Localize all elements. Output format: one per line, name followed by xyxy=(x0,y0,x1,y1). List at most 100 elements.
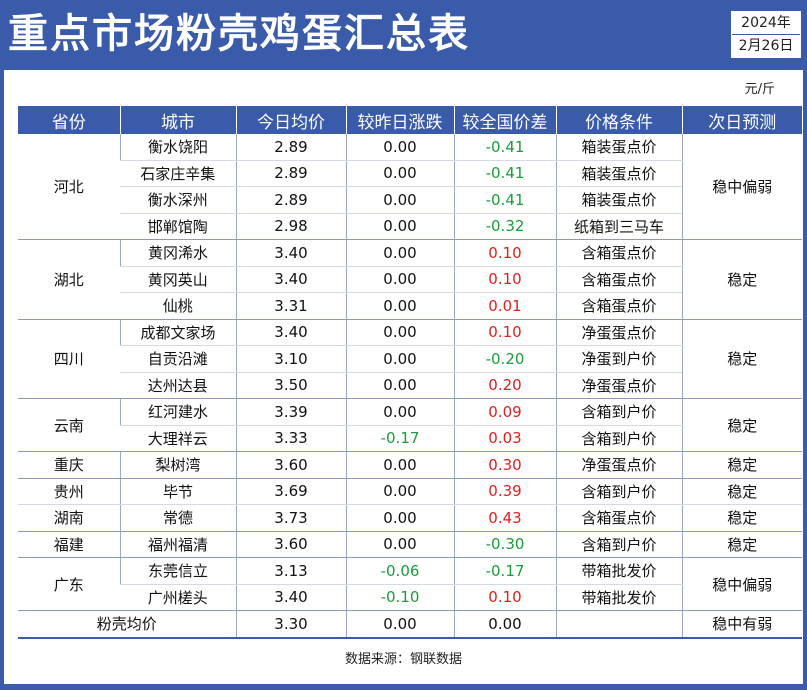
price-cell: 3.10 xyxy=(235,345,346,373)
change-cell: 0.00 xyxy=(345,478,454,505)
forecast-cell: 稳定 xyxy=(681,451,802,479)
table-row: 邯郸馆陶 2.98 0.00 -0.32 纸箱到三马车 xyxy=(18,213,802,240)
table-row: 河北 衡水饶阳 2.89 0.00 -0.41 箱装蛋点价 稳中偏弱 xyxy=(18,134,802,240)
city-cell: 广州槎头 xyxy=(120,584,236,611)
summary-label: 粉壳均价 xyxy=(18,610,236,639)
page-title: 重点市场粉壳鸡蛋汇总表 xyxy=(8,11,470,57)
col-header-province: 省份 xyxy=(18,106,120,134)
city-cell: 黄冈浠水 xyxy=(119,239,236,267)
summary-change: 0.00 xyxy=(345,610,454,639)
change-cell: 0.00 xyxy=(345,372,454,399)
table-row: 湖南 常德 3.73 0.00 0.43 含箱蛋点价 稳定 xyxy=(18,504,802,532)
change-cell: 0.00 xyxy=(345,186,454,214)
change-cell: 0.00 xyxy=(345,319,454,346)
diff-cell: 0.10 xyxy=(453,584,556,611)
table-row: 广州槎头 3.40 -0.10 0.10 带箱批发价 xyxy=(18,584,802,611)
condition-cell: 净蛋蛋点价 xyxy=(555,372,682,399)
condition-cell: 含箱蛋点价 xyxy=(555,239,682,267)
diff-cell: 0.20 xyxy=(453,372,556,399)
table-row: 广东 东莞信立 3.13 -0.06 -0.17 带箱批发价 稳中偏弱 xyxy=(18,557,802,611)
diff-cell: 0.43 xyxy=(453,504,556,532)
table-row: 石家庄辛集 2.89 0.00 -0.41 箱装蛋点价 xyxy=(18,160,802,187)
unit-label: 元/斤 xyxy=(744,82,775,97)
table-row: 重庆 梨树湾 3.60 0.00 0.30 净蛋蛋点价 稳定 xyxy=(18,451,802,479)
province-cell: 湖北 xyxy=(18,239,120,320)
diff-cell: -0.17 xyxy=(453,557,556,585)
diff-cell: -0.41 xyxy=(453,160,556,187)
diff-cell: -0.30 xyxy=(453,531,556,558)
city-cell: 东莞信立 xyxy=(119,557,236,585)
col-header-diff: 较全国价差 xyxy=(453,106,556,134)
diff-cell: 0.39 xyxy=(453,478,556,505)
change-cell: 0.00 xyxy=(345,504,454,532)
forecast-cell: 稳定 xyxy=(681,319,802,399)
price-cell: 2.98 xyxy=(235,213,346,240)
table-row: 湖北 黄冈浠水 3.40 0.00 0.10 含箱蛋点价 稳定 xyxy=(18,239,802,320)
table-row: 衡水深州 2.89 0.00 -0.41 箱装蛋点价 xyxy=(18,186,802,214)
price-cell: 3.40 xyxy=(235,266,346,293)
city-cell: 梨树湾 xyxy=(119,451,236,479)
condition-cell: 带箱批发价 xyxy=(555,557,682,585)
table-row: 福建 福州福清 3.60 0.00 -0.30 含箱到户价 稳定 xyxy=(18,531,802,558)
condition-cell: 含箱到户价 xyxy=(555,425,682,452)
forecast-cell: 稳定 xyxy=(681,504,802,532)
price-cell: 3.39 xyxy=(235,398,346,426)
change-cell: 0.00 xyxy=(345,213,454,240)
table-panel: 元/斤 省份 城市 今日均价 较昨日涨跌 较全国价差 价格条件 次日预测 xyxy=(4,70,803,684)
city-cell: 福州福清 xyxy=(119,531,236,558)
condition-cell: 含箱到户价 xyxy=(555,531,682,558)
price-cell: 2.89 xyxy=(235,186,346,214)
summary-diff: 0.00 xyxy=(453,610,556,639)
change-cell: 0.00 xyxy=(345,239,454,267)
province-cell: 云南 xyxy=(18,398,120,452)
summary-price: 3.30 xyxy=(235,610,346,639)
price-cell: 2.89 xyxy=(235,160,346,187)
price-cell: 3.31 xyxy=(235,292,346,320)
price-cell: 3.60 xyxy=(235,451,346,479)
diff-cell: 0.30 xyxy=(453,451,556,479)
city-cell: 常德 xyxy=(119,504,236,532)
price-cell: 3.40 xyxy=(235,584,346,611)
data-source: 数据来源：钢联数据 xyxy=(344,652,462,667)
change-cell: -0.06 xyxy=(345,557,454,585)
price-cell: 3.50 xyxy=(235,372,346,399)
change-cell: -0.17 xyxy=(345,425,454,452)
forecast-cell: 稳中偏弱 xyxy=(681,557,802,611)
province-cell: 河北 xyxy=(18,134,120,240)
change-cell: -0.10 xyxy=(345,584,454,611)
condition-cell: 带箱批发价 xyxy=(555,584,682,611)
province-cell: 广东 xyxy=(18,557,120,611)
col-header-condition: 价格条件 xyxy=(555,106,682,134)
date-year: 2024年 xyxy=(732,12,800,35)
province-cell: 四川 xyxy=(18,319,120,399)
summary-row: 粉壳均价 3.30 0.00 0.00 稳中有弱 xyxy=(18,610,802,639)
condition-cell: 含箱蛋点价 xyxy=(555,292,682,320)
forecast-cell: 稳定 xyxy=(681,239,802,320)
change-cell: 0.00 xyxy=(345,345,454,373)
change-cell: 0.00 xyxy=(345,266,454,293)
city-cell: 毕节 xyxy=(119,478,236,505)
diff-cell: -0.32 xyxy=(453,213,556,240)
city-cell: 自贡沿滩 xyxy=(120,345,236,373)
col-header-price: 今日均价 xyxy=(235,106,346,134)
diff-cell: 0.10 xyxy=(453,266,556,293)
city-cell: 衡水深州 xyxy=(120,186,236,214)
change-cell: 0.00 xyxy=(345,160,454,187)
price-cell: 3.60 xyxy=(235,531,346,558)
diff-cell: 0.10 xyxy=(453,239,556,267)
condition-cell: 净蛋蛋点价 xyxy=(555,451,682,479)
price-cell: 3.40 xyxy=(235,239,346,267)
city-cell: 红河建水 xyxy=(119,398,236,426)
city-cell: 石家庄辛集 xyxy=(120,160,236,187)
date-day: 2月26日 xyxy=(732,35,800,57)
summary-condition xyxy=(555,610,682,639)
diff-cell: 0.03 xyxy=(453,425,556,452)
date-box: 2024年 2月26日 xyxy=(731,11,801,58)
city-cell: 邯郸馆陶 xyxy=(120,213,236,240)
forecast-cell: 稳定 xyxy=(681,531,802,558)
city-cell: 成都文家场 xyxy=(119,319,236,346)
price-cell: 3.40 xyxy=(235,319,346,346)
diff-cell: 0.10 xyxy=(453,319,556,346)
city-cell: 衡水饶阳 xyxy=(119,134,236,161)
table-row: 四川 成都文家场 3.40 0.00 0.10 净蛋蛋点价 稳定 xyxy=(18,319,802,399)
